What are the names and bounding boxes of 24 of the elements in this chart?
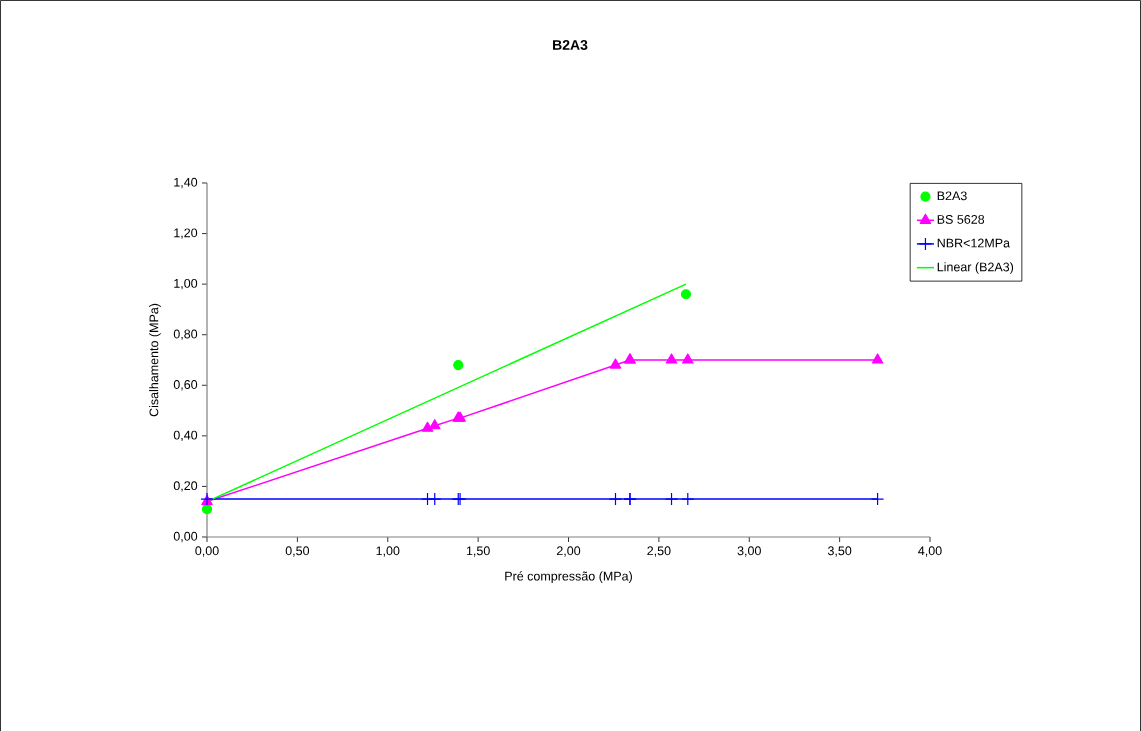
legend-label: B2A3: [937, 191, 967, 201]
y-tick-label: 1,00: [174, 278, 198, 290]
y-tick-label: 0,80: [173, 329, 198, 340]
y-tick-label: 0,60: [173, 380, 198, 391]
x-tick-label: 2,50: [647, 546, 671, 557]
y-tick-label: 1,20: [174, 228, 198, 239]
y-tick-label: 1,40: [174, 177, 198, 189]
y-tick-label: 0,40: [173, 430, 198, 442]
legend-label: NBR<12MPa: [937, 238, 1011, 248]
x-tick-label: 4,00: [918, 546, 942, 557]
legend-label: BS 5628: [937, 215, 985, 224]
x-tick-label: 2,00: [556, 546, 581, 557]
x-tick-label: 1,50: [466, 546, 490, 557]
x-tick-label: 3,00: [737, 546, 761, 557]
x-axis-title: Pré compressão (MPa): [505, 571, 632, 583]
x-tick-label: 0,50: [285, 546, 310, 557]
y-tick-label: 0,20: [173, 481, 198, 492]
x-tick-label: 1,00: [376, 546, 400, 557]
x-tick-label: 3,50: [827, 546, 852, 557]
x-tick-label: 0,00: [195, 546, 219, 557]
legend-label: Linear (B2A3): [937, 262, 1014, 274]
y-axis-title: Cisalhamento (MPa): [149, 303, 161, 417]
y-tick-label: 0,00: [173, 531, 198, 543]
chart-title: B2A3: [553, 40, 588, 50]
